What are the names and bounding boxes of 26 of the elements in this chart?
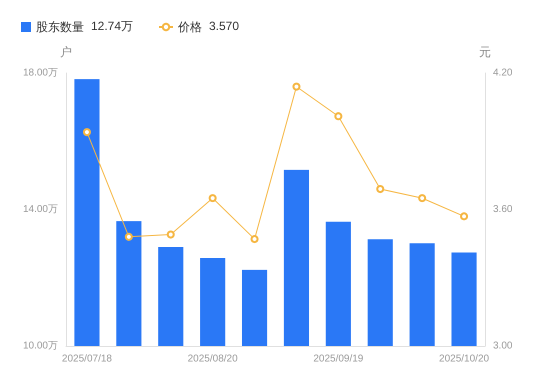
point	[460, 212, 468, 220]
point	[250, 235, 259, 244]
point	[124, 232, 133, 241]
x-tick-label: 2025/09/19	[313, 354, 364, 364]
point	[82, 128, 91, 136]
text: 3.570	[209, 19, 240, 33]
y2-axis-title: 元	[479, 45, 491, 59]
point	[166, 230, 175, 239]
y-tick-label: 14.00万	[22, 204, 58, 215]
x-tick-label: 2025/07/18	[62, 354, 112, 364]
y-tick-label: 10.00万	[22, 340, 58, 352]
text: 12.74万	[91, 19, 134, 33]
y-tick-label: 18.00万	[22, 68, 58, 78]
y2-tick-label: 3.60	[493, 204, 513, 215]
y2-tick-label: 4.20	[493, 68, 513, 78]
point	[334, 112, 342, 120]
y-axis-title: 户	[60, 45, 72, 59]
legend-label: 价格	[177, 20, 202, 34]
point	[292, 82, 300, 91]
point	[208, 194, 217, 202]
legend-label: 股东数量	[36, 20, 84, 34]
x-tick-label: 2025/08/20	[188, 354, 238, 364]
y2-tick-label: 3.00	[493, 340, 513, 352]
x-tick-label: 2025/10/20	[439, 354, 490, 364]
point	[376, 185, 384, 194]
point	[418, 194, 426, 202]
